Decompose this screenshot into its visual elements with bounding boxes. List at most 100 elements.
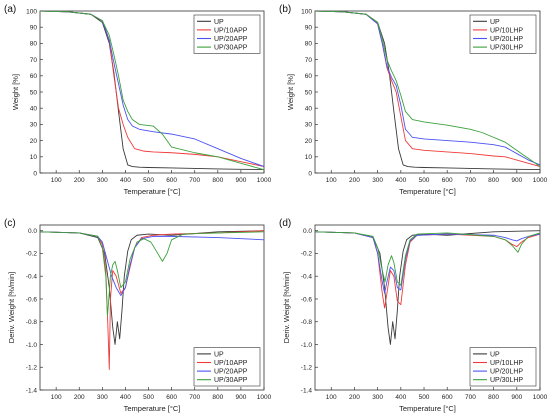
x-tick-label: 400	[395, 177, 406, 184]
y-tick-label: 40	[305, 106, 313, 113]
x-tick-label: 1000	[257, 177, 272, 184]
x-tick-label: 100	[51, 394, 62, 401]
panel-label: (c)	[4, 218, 16, 229]
y-tick-label: -0.4	[26, 274, 38, 281]
legend-entry: UP	[490, 19, 500, 26]
x-tick-label: 500	[143, 177, 154, 184]
y-tick-label: 100	[26, 8, 37, 15]
legend-entry: UP/10APP	[214, 27, 248, 34]
y-tick-label: 70	[30, 57, 38, 64]
series-group	[40, 230, 264, 370]
x-tick-label: 500	[419, 177, 430, 184]
panel-label: (d)	[279, 218, 291, 229]
series-line-up-30app	[40, 11, 264, 171]
y-axis-label: Weight [%]	[286, 74, 295, 110]
x-tick-label: 800	[212, 394, 223, 401]
series-line-up-20lhp	[315, 231, 540, 294]
x-tick-label: 900	[511, 177, 522, 184]
chart-panel-2: 100 200 300 400 500 600 700 800 900 1000 -1.4 -1.2 -…	[4, 218, 272, 413]
legend-entry: UP/10APP	[214, 360, 248, 367]
y-tick-label: 0	[308, 170, 312, 177]
legend-entry: UP/10LHP	[490, 27, 523, 34]
x-tick-label: 200	[349, 177, 360, 184]
y-tick-label: 0.0	[303, 228, 312, 235]
y-tick-label: -1.4	[301, 387, 313, 394]
x-tick-label: 300	[372, 394, 383, 401]
y-tick-label: -1.2	[26, 365, 38, 372]
series-line-up-20app	[40, 231, 264, 296]
y-axis-label: Deriv. Weight [%/min]	[282, 272, 291, 343]
y-tick-label: -0.8	[301, 319, 313, 326]
series-line-up-30lhp	[315, 231, 540, 286]
x-tick-label: 300	[97, 394, 108, 401]
legend-entry: UP/20LHP	[490, 369, 523, 376]
y-tick-label: -0.8	[26, 319, 38, 326]
y-axis-label: Deriv. Weight [%/min]	[7, 272, 16, 343]
x-tick-label: 1000	[533, 394, 548, 401]
y-tick-label: -1.0	[301, 342, 313, 349]
series-line-up	[40, 11, 264, 171]
series-group	[315, 11, 540, 171]
x-tick-label: 700	[189, 394, 200, 401]
series-line-up-30lhp	[315, 11, 540, 167]
y-tick-label: 100	[301, 8, 312, 15]
x-axis-label: Temperature [°C]	[124, 187, 181, 196]
legend-entry: UP/30LHP	[490, 45, 523, 52]
x-tick-label: 300	[97, 177, 108, 184]
y-tick-label: 30	[305, 122, 313, 129]
legend-entry: UP/30LHP	[490, 377, 523, 384]
y-tick-label: 10	[305, 154, 313, 161]
y-tick-label: 50	[30, 89, 38, 96]
y-tick-label: 80	[30, 41, 38, 48]
legend-entry: UP	[214, 351, 224, 358]
series-line-up-10app	[40, 230, 264, 370]
y-tick-label: 60	[30, 73, 38, 80]
x-axis-label: Temperature [°C]	[399, 187, 456, 196]
y-tick-label: 70	[305, 57, 313, 64]
x-tick-label: 1000	[257, 394, 272, 401]
y-tick-label: -1.2	[301, 365, 313, 372]
x-tick-label: 200	[74, 394, 85, 401]
y-tick-label: 50	[305, 89, 313, 96]
x-tick-label: 100	[326, 177, 337, 184]
series-line-up-10lhp	[315, 231, 540, 309]
y-tick-label: -1.4	[26, 387, 38, 394]
panel-label: (b)	[279, 4, 291, 15]
y-tick-label: 60	[305, 73, 313, 80]
x-tick-label: 1000	[533, 177, 548, 184]
y-tick-label: 20	[30, 138, 38, 145]
x-tick-label: 100	[326, 394, 337, 401]
y-tick-label: 30	[30, 122, 38, 129]
series-line-up-30app	[40, 231, 264, 317]
y-tick-label: 40	[30, 106, 38, 113]
y-tick-label: -0.6	[26, 296, 38, 303]
y-tick-label: -0.4	[301, 274, 313, 281]
series-group	[315, 230, 540, 345]
x-tick-label: 900	[235, 177, 246, 184]
panel-label: (a)	[4, 4, 16, 15]
x-axis-label: Temperature [°C]	[124, 404, 181, 413]
y-tick-label: 90	[30, 25, 38, 32]
y-tick-label: -0.2	[301, 251, 313, 258]
legend-entry: UP	[490, 351, 500, 358]
chart-panel-1: 100 200 300 400 500 600 700 800 900 1000 0 10 20 30 40…	[279, 4, 548, 196]
x-tick-label: 800	[488, 394, 499, 401]
x-tick-label: 500	[143, 394, 154, 401]
x-tick-label: 700	[465, 177, 476, 184]
y-tick-label: 20	[305, 138, 313, 145]
x-tick-label: 900	[235, 394, 246, 401]
x-tick-label: 600	[442, 394, 453, 401]
x-tick-label: 400	[120, 177, 131, 184]
x-tick-label: 700	[465, 394, 476, 401]
y-tick-label: -0.2	[26, 251, 38, 258]
legend-entry: UP/20LHP	[490, 36, 523, 43]
y-tick-label: 0.0	[28, 228, 37, 235]
legend-entry: UP	[214, 19, 224, 26]
x-tick-label: 800	[212, 177, 223, 184]
legend-entry: UP/20APP	[214, 369, 248, 376]
series-line-up	[315, 230, 540, 345]
x-tick-label: 400	[120, 394, 131, 401]
